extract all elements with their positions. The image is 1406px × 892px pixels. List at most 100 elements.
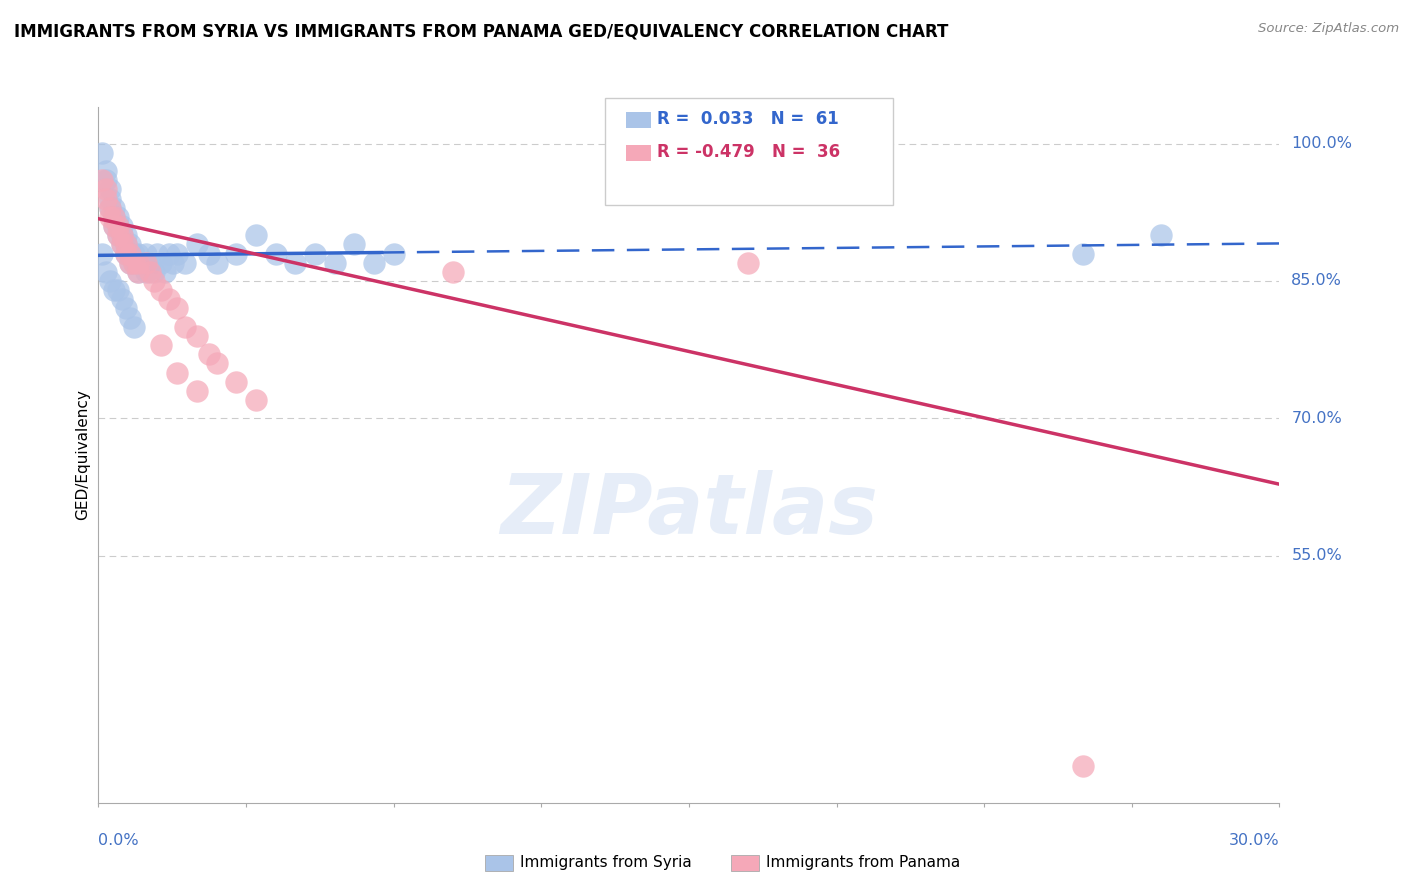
Point bbox=[115, 228, 138, 243]
Point bbox=[98, 201, 121, 215]
Point bbox=[264, 246, 287, 260]
Point bbox=[363, 255, 385, 269]
Point bbox=[98, 182, 121, 196]
Text: 85.0%: 85.0% bbox=[1291, 274, 1343, 288]
Point bbox=[107, 219, 129, 233]
Point bbox=[91, 145, 114, 160]
Point bbox=[111, 228, 134, 243]
Point bbox=[122, 255, 145, 269]
Point bbox=[103, 219, 125, 233]
Point bbox=[122, 246, 145, 260]
Point bbox=[197, 246, 219, 260]
Point bbox=[174, 319, 197, 334]
Text: IMMIGRANTS FROM SYRIA VS IMMIGRANTS FROM PANAMA GED/EQUIVALENCY CORRELATION CHAR: IMMIGRANTS FROM SYRIA VS IMMIGRANTS FROM… bbox=[14, 22, 949, 40]
Text: ZIPatlas: ZIPatlas bbox=[501, 470, 877, 551]
Point bbox=[115, 246, 138, 260]
Point bbox=[122, 319, 145, 334]
Point bbox=[1071, 246, 1094, 260]
Point bbox=[205, 356, 228, 370]
Point bbox=[98, 192, 121, 206]
Point bbox=[103, 201, 125, 215]
Point bbox=[107, 210, 129, 224]
Point bbox=[91, 173, 114, 187]
Point bbox=[96, 173, 118, 187]
Point bbox=[135, 265, 157, 279]
Point bbox=[118, 310, 141, 325]
Point bbox=[118, 246, 141, 260]
Point bbox=[142, 265, 165, 279]
Point bbox=[111, 219, 134, 233]
Point bbox=[304, 246, 326, 260]
Point bbox=[157, 293, 180, 307]
Point bbox=[197, 347, 219, 361]
Point bbox=[118, 255, 141, 269]
Point bbox=[127, 246, 149, 260]
Text: 30.0%: 30.0% bbox=[1229, 833, 1279, 848]
Point bbox=[103, 210, 125, 224]
Point bbox=[166, 301, 188, 316]
Point bbox=[150, 338, 173, 352]
Point bbox=[103, 283, 125, 297]
Text: Immigrants from Panama: Immigrants from Panama bbox=[766, 855, 960, 870]
Point bbox=[205, 255, 228, 269]
Point bbox=[135, 246, 157, 260]
Point bbox=[225, 246, 247, 260]
Point bbox=[127, 255, 149, 269]
Point bbox=[111, 237, 134, 252]
Point bbox=[142, 274, 165, 288]
Point bbox=[157, 246, 180, 260]
Point bbox=[107, 283, 129, 297]
Point bbox=[441, 265, 464, 279]
Point bbox=[107, 228, 129, 243]
Point bbox=[323, 255, 346, 269]
Point bbox=[98, 210, 121, 224]
Point bbox=[98, 201, 121, 215]
Text: 55.0%: 55.0% bbox=[1291, 548, 1341, 563]
Point bbox=[155, 265, 177, 279]
Point bbox=[245, 228, 267, 243]
Y-axis label: GED/Equivalency: GED/Equivalency bbox=[75, 390, 90, 520]
Point bbox=[111, 228, 134, 243]
Point bbox=[127, 255, 149, 269]
Point bbox=[115, 237, 138, 252]
Point bbox=[382, 246, 405, 260]
Text: 0.0%: 0.0% bbox=[98, 833, 139, 848]
Point bbox=[98, 274, 121, 288]
Point bbox=[118, 237, 141, 252]
Point bbox=[103, 219, 125, 233]
Point bbox=[1150, 228, 1173, 243]
Point bbox=[122, 255, 145, 269]
Point bbox=[127, 265, 149, 279]
Point bbox=[111, 237, 134, 252]
Point bbox=[166, 246, 188, 260]
Point bbox=[107, 219, 129, 233]
Point bbox=[115, 301, 138, 316]
Point bbox=[245, 392, 267, 407]
Point bbox=[150, 255, 173, 269]
Point bbox=[186, 329, 208, 343]
Point bbox=[146, 246, 169, 260]
Point bbox=[135, 255, 157, 269]
Point bbox=[115, 246, 138, 260]
Point bbox=[186, 384, 208, 398]
Point bbox=[131, 255, 153, 269]
Point bbox=[96, 192, 118, 206]
Text: 100.0%: 100.0% bbox=[1291, 136, 1353, 151]
Point bbox=[138, 255, 160, 269]
Point bbox=[343, 237, 366, 252]
Point bbox=[225, 375, 247, 389]
Point bbox=[737, 255, 759, 269]
Text: R =  0.033   N =  61: R = 0.033 N = 61 bbox=[657, 110, 838, 128]
Point bbox=[127, 265, 149, 279]
Point bbox=[118, 246, 141, 260]
Point bbox=[1071, 759, 1094, 773]
Point bbox=[186, 237, 208, 252]
Point bbox=[91, 246, 114, 260]
Point bbox=[166, 366, 188, 380]
Point bbox=[96, 164, 118, 178]
Point bbox=[96, 265, 118, 279]
Point bbox=[150, 283, 173, 297]
Point bbox=[138, 265, 160, 279]
Text: Source: ZipAtlas.com: Source: ZipAtlas.com bbox=[1258, 22, 1399, 36]
Text: 70.0%: 70.0% bbox=[1291, 411, 1341, 425]
